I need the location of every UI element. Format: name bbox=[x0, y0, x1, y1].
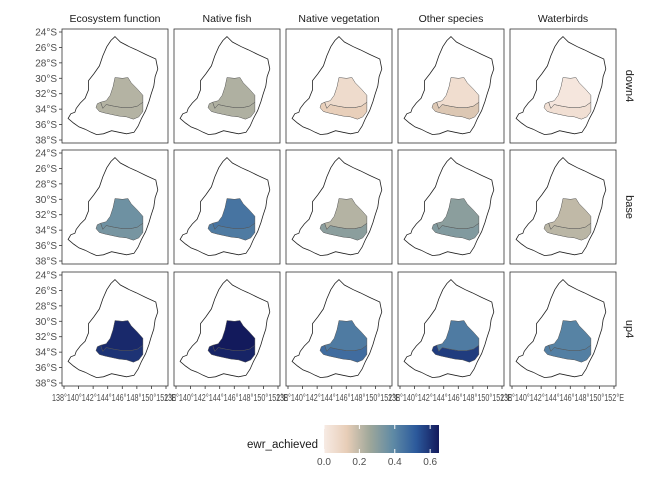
facet-panel-down4-3 bbox=[397, 28, 505, 144]
facet-panel-down4-1 bbox=[173, 28, 281, 144]
region-north bbox=[100, 77, 144, 109]
y-tick-label: 32°S bbox=[35, 89, 57, 100]
x-tick-labels: 138°140°142°144°146°148°150°152°E bbox=[388, 393, 512, 404]
basin-outline bbox=[67, 157, 159, 257]
region-north bbox=[436, 198, 480, 230]
x-tick-labels: 138°140°142°144°146°148°150°152°E bbox=[500, 393, 624, 404]
y-tick-label: 24°S bbox=[35, 271, 57, 282]
basin-outline bbox=[515, 36, 607, 136]
legend-title: ewr_achieved bbox=[247, 439, 318, 451]
facet-panel-down4-4 bbox=[509, 28, 617, 144]
y-tick-label: 32°S bbox=[35, 332, 57, 343]
facet-panel-base-2 bbox=[285, 149, 393, 265]
facet-panel-base-0 bbox=[61, 149, 169, 265]
y-tick-label: 30°S bbox=[35, 317, 57, 328]
column-strip bbox=[174, 9, 280, 27]
region-north bbox=[436, 77, 480, 109]
region-north bbox=[324, 77, 368, 109]
region-north bbox=[548, 77, 592, 109]
column-strip-label: Waterbirds bbox=[538, 13, 588, 25]
column-strip bbox=[62, 9, 168, 27]
column-strip-label: Native vegetation bbox=[298, 13, 379, 25]
y-tick-label: 38°S bbox=[35, 379, 57, 390]
y-tick-label: 24°S bbox=[35, 28, 57, 39]
y-tick-label: 28°S bbox=[35, 58, 57, 69]
x-tick-labels: 138°140°142°144°146°148°150°152°E bbox=[276, 393, 400, 404]
y-tick-label: 34°S bbox=[35, 226, 57, 237]
row-strip bbox=[619, 29, 635, 143]
facet-panel-base-4 bbox=[509, 149, 617, 265]
y-tick-label: 34°S bbox=[35, 348, 57, 359]
basin-outline bbox=[403, 279, 495, 379]
facet-panel-up4-0 bbox=[61, 271, 169, 387]
x-tick-labels: 138°140°142°144°146°148°150°152°E bbox=[52, 393, 176, 404]
row-strip-label: down4 bbox=[623, 70, 635, 102]
y-tick-label: 36°S bbox=[35, 363, 57, 374]
basin-outline bbox=[179, 157, 271, 257]
region-north bbox=[324, 320, 368, 352]
basin-outline bbox=[403, 36, 495, 136]
region-north bbox=[212, 320, 256, 352]
column-strip-label: Other species bbox=[419, 13, 484, 25]
region-north bbox=[212, 198, 256, 230]
row-strip-label: base bbox=[623, 195, 635, 219]
region-north bbox=[100, 320, 144, 352]
facet-panel-up4-2 bbox=[285, 271, 393, 387]
y-tick-label: 36°S bbox=[35, 241, 57, 252]
legend-tick-label: 0.6 bbox=[423, 457, 437, 468]
facet-panel-up4-1 bbox=[173, 271, 281, 387]
column-strip bbox=[286, 9, 392, 27]
facet-panel-up4-3 bbox=[397, 271, 505, 387]
y-tick-label: 30°S bbox=[35, 74, 57, 85]
y-tick-label: 30°S bbox=[35, 195, 57, 206]
row-strip bbox=[619, 272, 635, 386]
basin-outline bbox=[403, 157, 495, 257]
y-tick-label: 24°S bbox=[35, 149, 57, 160]
basin-outline bbox=[67, 279, 159, 379]
region-north bbox=[324, 198, 368, 230]
basin-outline bbox=[179, 36, 271, 136]
region-north bbox=[548, 320, 592, 352]
column-strip bbox=[398, 9, 504, 27]
region-north bbox=[548, 198, 592, 230]
y-tick-label: 28°S bbox=[35, 301, 57, 312]
facet-panel-base-1 bbox=[173, 149, 281, 265]
row-strip-label: up4 bbox=[623, 320, 635, 338]
basin-outline bbox=[179, 279, 271, 379]
y-tick-label: 26°S bbox=[35, 164, 57, 175]
region-north bbox=[212, 77, 256, 109]
basin-outline bbox=[515, 279, 607, 379]
basin-outline bbox=[515, 157, 607, 257]
y-tick-label: 34°S bbox=[35, 105, 57, 116]
y-tick-label: 38°S bbox=[35, 136, 57, 147]
facet-panel-down4-0 bbox=[61, 28, 169, 144]
basin-outline bbox=[291, 157, 383, 257]
x-tick-labels: 138°140°142°144°146°148°150°152°E bbox=[164, 393, 288, 404]
region-north bbox=[100, 198, 144, 230]
basin-outline bbox=[291, 279, 383, 379]
y-tick-label: 26°S bbox=[35, 286, 57, 297]
facet-panel-down4-2 bbox=[285, 28, 393, 144]
y-tick-label: 32°S bbox=[35, 210, 57, 221]
column-strip-label: Ecosystem function bbox=[69, 13, 160, 25]
legend-colorbar bbox=[324, 425, 439, 453]
legend-tick-label: 0.0 bbox=[317, 457, 331, 468]
y-tick-label: 26°S bbox=[35, 43, 57, 54]
legend-tick-label: 0.2 bbox=[352, 457, 366, 468]
facet-panel-base-3 bbox=[397, 149, 505, 265]
row-strip bbox=[619, 150, 635, 264]
legend-tick-label: 0.4 bbox=[388, 457, 402, 468]
facet-panel-up4-4 bbox=[509, 271, 617, 387]
column-strip bbox=[510, 9, 616, 27]
y-tick-label: 36°S bbox=[35, 120, 57, 131]
y-tick-label: 28°S bbox=[35, 179, 57, 190]
basin-outline bbox=[67, 36, 159, 136]
region-north bbox=[436, 320, 480, 352]
column-strip-label: Native fish bbox=[202, 13, 251, 25]
y-tick-label: 38°S bbox=[35, 257, 57, 268]
basin-outline bbox=[291, 36, 383, 136]
